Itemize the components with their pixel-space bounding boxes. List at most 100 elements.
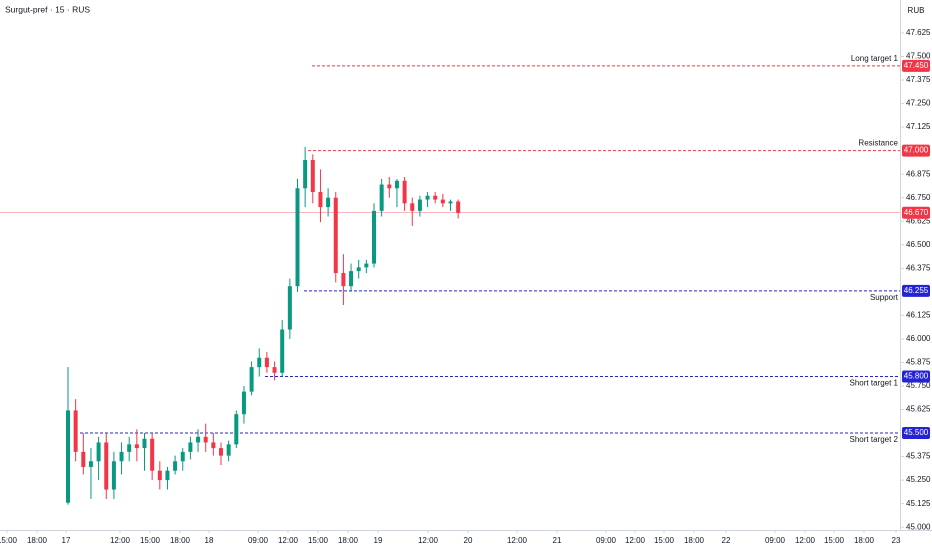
y-tick-label: 46.125 — [906, 310, 931, 319]
candle-body — [394, 180, 399, 189]
candle-body — [417, 199, 422, 211]
price-label: 45.500 — [904, 428, 929, 437]
price-label-box — [902, 144, 930, 157]
y-tick-label: 45.000 — [906, 522, 931, 531]
y-tick-label: 46.750 — [906, 193, 931, 202]
price-label: 47.000 — [904, 146, 929, 155]
candle-body — [387, 184, 392, 189]
level-label: Support — [870, 293, 899, 302]
x-tick-label: 15:00 — [0, 536, 18, 545]
chart-title: Surgut-pref · 15 · RUS — [5, 4, 90, 14]
candle-body — [272, 367, 277, 373]
candle-body — [241, 391, 246, 415]
candle-body — [127, 444, 132, 452]
candle-body — [257, 357, 262, 368]
candle-body — [310, 160, 315, 193]
x-tick-label: 18:00 — [854, 536, 875, 545]
level-label: Short target 2 — [850, 435, 899, 444]
price-label: 46.670 — [904, 208, 929, 217]
candle-body — [203, 436, 208, 443]
y-tick-label: 47.625 — [906, 28, 931, 37]
candle-body — [456, 201, 461, 213]
candle-body — [88, 461, 93, 467]
x-tick-label: 09:00 — [765, 536, 786, 545]
candle-body — [211, 442, 216, 449]
candle-body — [119, 451, 124, 462]
candle-body — [356, 267, 361, 272]
candle-body — [196, 436, 201, 443]
y-tick-label: 46.375 — [906, 263, 931, 272]
candle-body — [402, 180, 407, 204]
candle-body — [318, 192, 323, 208]
candle-body — [234, 414, 239, 445]
candle-body — [364, 263, 369, 268]
x-tick-label: 15:00 — [140, 536, 161, 545]
price-label: 45.800 — [904, 372, 929, 381]
candle-body — [410, 203, 415, 211]
candle-body — [81, 451, 86, 467]
x-tick-label: 18:00 — [27, 536, 48, 545]
x-tick-label: 12:00 — [418, 536, 439, 545]
x-tick-label: 15:00 — [308, 536, 329, 545]
candle-body — [73, 410, 78, 452]
price-label-box — [902, 370, 930, 383]
y-tick-label: 47.375 — [906, 75, 931, 84]
candle-body — [165, 470, 170, 481]
x-tick-label: 12:00 — [625, 536, 646, 545]
currency: RUB — [908, 6, 925, 15]
x-tick-label: 09:00 — [596, 536, 617, 545]
candle-body — [134, 444, 139, 449]
x-tick-label: 18:00 — [338, 536, 359, 545]
x-tick-label: 17 — [62, 536, 71, 545]
y-tick-label: 45.375 — [906, 452, 931, 461]
x-tick-label: 18 — [205, 536, 214, 545]
x-tick-label: 21 — [553, 536, 562, 545]
y-tick-label: 47.125 — [906, 122, 931, 131]
candle-body — [264, 357, 269, 368]
price-label: 47.450 — [904, 61, 929, 70]
candle-body — [372, 210, 376, 264]
x-tick-label: 18:00 — [684, 536, 705, 545]
candle-body — [142, 438, 147, 449]
x-tick-label: 20 — [464, 536, 473, 545]
candle-body — [379, 184, 384, 211]
level-label: Resistance — [858, 139, 898, 148]
candle-body — [425, 195, 430, 200]
x-tick-label: 15:00 — [654, 536, 675, 545]
candle-body — [326, 197, 331, 208]
candle-body — [157, 470, 162, 481]
y-tick-label: 46.500 — [906, 240, 931, 249]
x-tick-label: 09:00 — [248, 536, 269, 545]
candle-body — [219, 448, 223, 456]
x-tick-label: 23 — [892, 536, 901, 545]
candle-body — [66, 410, 70, 503]
candle-body — [249, 367, 254, 392]
candle-body — [111, 461, 116, 490]
price-label-box — [902, 427, 930, 440]
level-label: Short target 1 — [850, 379, 899, 388]
candle-body — [96, 442, 101, 462]
price-label-box — [902, 59, 930, 72]
x-tick-label: 15:00 — [824, 536, 845, 545]
y-tick-label: 46.625 — [906, 216, 931, 225]
y-tick-label: 45.250 — [906, 475, 931, 484]
y-tick-label: 46.000 — [906, 334, 931, 343]
level-label: Long target 1 — [851, 54, 899, 63]
x-tick-label: 12:00 — [110, 536, 131, 545]
x-tick-label: 12:00 — [278, 536, 299, 545]
y-tick-label: 47.500 — [906, 52, 931, 61]
candle-body — [349, 271, 354, 287]
candle-body — [173, 461, 178, 471]
y-tick-label: 45.750 — [906, 381, 931, 390]
x-tick-label: 12:00 — [507, 536, 528, 545]
candle-body — [295, 188, 300, 287]
price-label: 46.255 — [904, 286, 929, 295]
candle-body — [104, 442, 109, 490]
price-label-box — [902, 284, 930, 297]
candle-body — [180, 451, 185, 462]
candle-body — [280, 329, 285, 373]
candle-body — [303, 160, 308, 189]
y-tick-label: 45.625 — [906, 405, 931, 414]
